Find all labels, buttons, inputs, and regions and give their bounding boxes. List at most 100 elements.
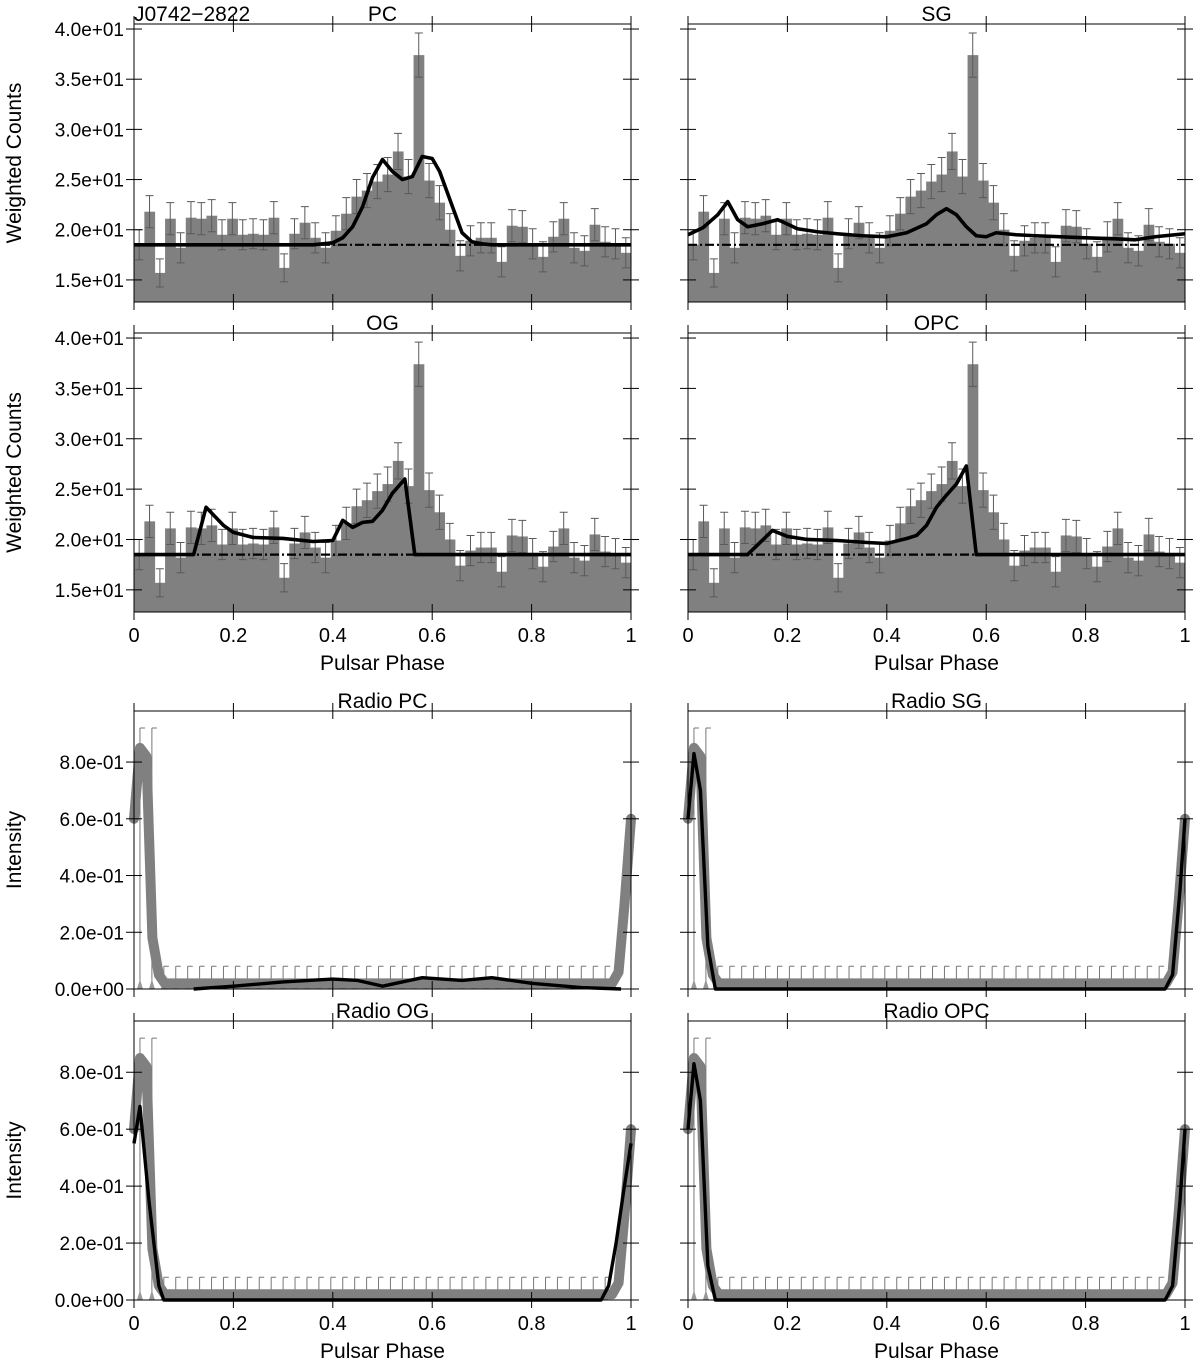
histogram-bar: [915, 500, 927, 612]
histogram-bar: [444, 539, 456, 612]
histogram-bar: [895, 213, 906, 302]
histogram-bar: [227, 528, 238, 612]
histogram-bar: [537, 566, 549, 612]
histogram-bar: [708, 582, 720, 612]
error-bar: [740, 510, 749, 545]
histogram-bar: [1081, 553, 1093, 612]
error-bar: [507, 518, 516, 553]
radio-og-error-bars: [136, 1037, 611, 1300]
histogram-bar: [1008, 255, 1020, 302]
histogram-bar: [1122, 557, 1134, 612]
radio-pc-model-curve: [193, 975, 622, 991]
histogram-bar: [237, 544, 249, 612]
error-bar: [1175, 547, 1184, 579]
histogram-bar: [247, 543, 259, 612]
histogram-bar: [620, 562, 632, 612]
histogram-bar: [268, 217, 280, 302]
histogram-bar: [957, 486, 968, 612]
histogram-bar: [392, 460, 404, 612]
error-bar: [927, 164, 936, 200]
histogram-bar: [289, 233, 301, 302]
histogram-bar: [688, 244, 699, 302]
radio-sg-error-bars: [690, 727, 1165, 989]
histogram-bar: [206, 215, 218, 302]
histogram-bar: [454, 565, 466, 612]
error-bar: [259, 528, 268, 561]
x-tick-label: 1: [1179, 625, 1190, 647]
error-bar: [740, 201, 749, 235]
radio-opc-panel: 0 0.2 0.4 0.6 0.8 1 Radio OPC Pulsar Phase: [680, 1000, 1193, 1362]
radio-opc-x-ticks: [687, 1013, 1186, 1308]
x-tick-label: 0.4: [319, 1313, 347, 1335]
radio-opc-title: Radio OPC: [883, 1000, 989, 1023]
histogram-bar: [341, 213, 352, 302]
error-bar: [145, 504, 154, 538]
error-bar: [968, 341, 977, 387]
histogram-bar: [527, 553, 539, 612]
histogram-bar: [196, 528, 207, 612]
x-tick-label: 0.2: [773, 625, 801, 647]
histogram-bar: [330, 230, 342, 302]
error-bar: [1020, 225, 1029, 257]
error-bar: [948, 442, 957, 480]
opc-model-curve: [688, 464, 1185, 557]
error-bar: [1051, 556, 1060, 588]
histogram-bar: [729, 557, 741, 612]
x-tick-label: 0.8: [518, 625, 546, 647]
histogram-bar: [548, 546, 559, 612]
radio-opc-frame: [687, 1020, 1186, 1301]
error-bar: [937, 156, 946, 193]
opc-title: OPC: [914, 312, 960, 335]
error-bar: [1113, 511, 1122, 546]
error-bar: [145, 195, 154, 229]
histogram-bar: [351, 196, 363, 302]
error-bar: [699, 504, 708, 538]
histogram-bar: [278, 267, 290, 302]
pc-histogram: [134, 55, 632, 303]
error-bar: [906, 488, 915, 524]
histogram-bar: [801, 543, 813, 612]
error-bar: [1020, 534, 1029, 567]
histogram-bar: [579, 560, 590, 612]
og-model-curve: [134, 477, 631, 557]
error-bar: [155, 258, 164, 288]
error-bar: [1134, 545, 1143, 577]
x-tick-label: 1: [1179, 1313, 1190, 1335]
error-bar: [166, 511, 175, 546]
y-tick-label: 2.0e-01: [60, 1234, 124, 1255]
y-tick-label: 0.0e+00: [55, 980, 124, 1001]
radio-opc-x-axis-label: Pulsar Phase: [874, 1340, 999, 1362]
sg-frame: [687, 23, 1186, 303]
histogram-bar: [1060, 225, 1072, 302]
histogram-bar: [832, 267, 844, 302]
og-panel: 1.5e+01 2.0e+01 2.5e+01 3.0e+01 3.5e+01 4.0e+…: [3, 312, 639, 675]
histogram-bar: [310, 237, 321, 302]
error-bar: [590, 208, 599, 242]
error-bar: [476, 222, 485, 254]
histogram-bar: [351, 506, 363, 612]
error-bar: [300, 515, 309, 550]
error-bar: [507, 209, 516, 243]
radio-sg-panel: Radio SG: [680, 690, 1193, 997]
y-tick-label: 1.5e+01: [55, 581, 124, 602]
error-bar: [570, 542, 579, 574]
error-bar: [228, 202, 237, 236]
pc-model-curve: [134, 154, 631, 247]
histogram-bar: [486, 237, 497, 302]
y-tick-label: 3.0e+01: [55, 430, 124, 451]
histogram-bar: [719, 528, 730, 612]
radio-og-model-curve: [132, 1104, 633, 1302]
error-bar: [989, 494, 998, 530]
histogram-bar: [1091, 256, 1103, 302]
histogram-bar: [589, 224, 601, 302]
y-tick-label: 3.5e+01: [55, 379, 124, 400]
histogram-bar: [936, 174, 948, 302]
og-x-ticks: [133, 325, 632, 620]
histogram-bar: [537, 256, 549, 302]
error-bar: [916, 173, 925, 209]
error-bar: [580, 235, 589, 267]
histogram-bar: [1122, 247, 1134, 302]
histogram-bar: [196, 218, 207, 302]
error-bar: [549, 530, 558, 563]
error-bar: [518, 210, 527, 244]
